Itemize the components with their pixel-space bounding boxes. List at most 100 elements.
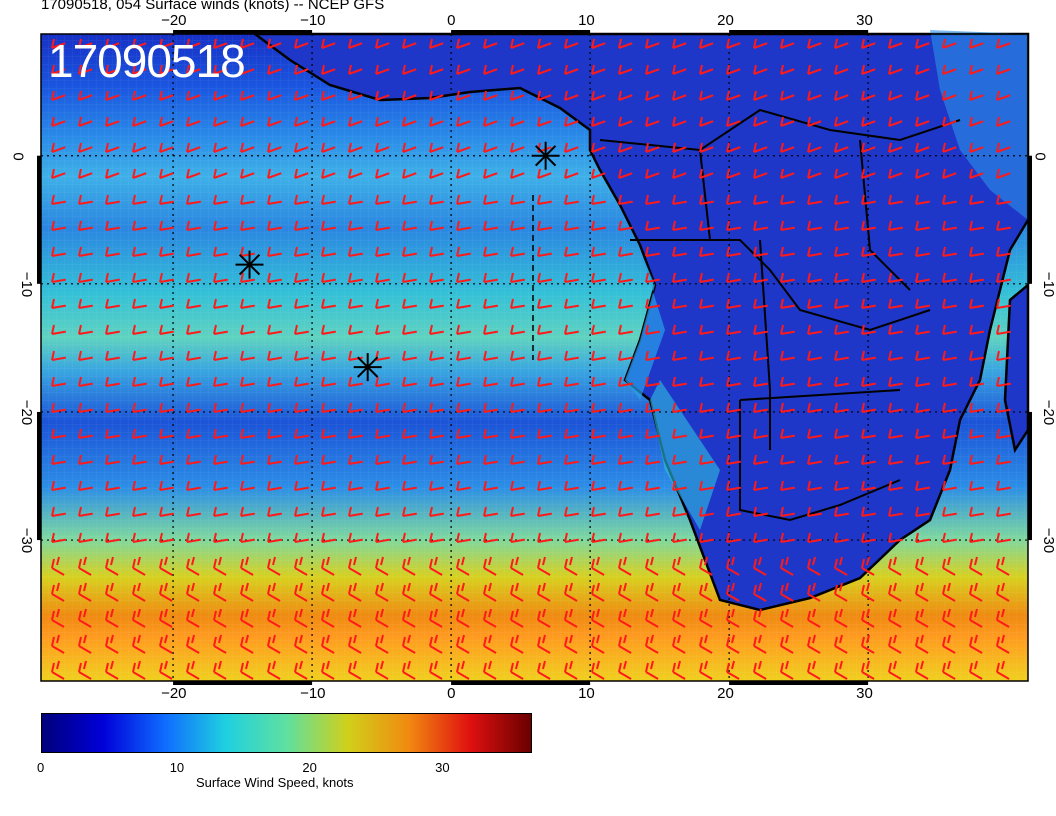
- wind-barb: [699, 608, 713, 628]
- wind-barb: [429, 38, 444, 49]
- wind-barb: [321, 324, 336, 335]
- wind-barb: [807, 608, 821, 628]
- wind-barb: [483, 324, 498, 335]
- wind-barb: [996, 634, 1010, 654]
- wind-barb: [888, 634, 902, 654]
- wind-barb: [267, 90, 282, 101]
- wind-barb: [78, 634, 92, 654]
- wind-barb: [807, 324, 822, 335]
- wind-barb: [456, 582, 470, 602]
- wind-barb: [294, 168, 309, 179]
- wind-barb: [726, 480, 741, 491]
- wind-barb: [159, 272, 174, 283]
- wind-barb: [213, 660, 227, 680]
- colorbar: [41, 713, 532, 753]
- wind-barb: [726, 350, 741, 361]
- wind-barb: [807, 402, 822, 413]
- wind-barb: [321, 90, 336, 101]
- wind-barb: [699, 272, 714, 283]
- wind-barb: [402, 64, 417, 75]
- wind-barb: [105, 608, 119, 628]
- wind-barb: [294, 298, 309, 309]
- wind-barb: [834, 556, 848, 576]
- wind-barb: [105, 480, 120, 491]
- wind-barb: [672, 376, 687, 387]
- wind-barb: [402, 402, 417, 413]
- wind-barb: [429, 454, 444, 465]
- wind-barb: [942, 660, 956, 680]
- lon-tick-label: 0: [447, 12, 456, 29]
- wind-barb: [699, 506, 714, 517]
- wind-barb: [591, 634, 605, 654]
- wind-barb: [969, 64, 984, 75]
- wind-barb: [537, 660, 551, 680]
- wind-barb: [537, 168, 552, 179]
- wind-barb: [267, 246, 282, 257]
- wind-barb: [888, 64, 903, 75]
- wind-barb: [240, 454, 255, 465]
- wind-barb: [834, 90, 849, 101]
- wind-barb: [483, 38, 498, 49]
- wind-barb: [915, 38, 930, 49]
- wind-barb: [240, 246, 255, 257]
- wind-barb: [969, 272, 984, 283]
- wind-barb: [132, 634, 146, 654]
- lat-tick-label: −30: [1040, 527, 1056, 554]
- wind-barb: [699, 480, 714, 491]
- wind-barb: [780, 532, 795, 543]
- wind-barb: [753, 582, 767, 602]
- wind-barb: [294, 532, 309, 543]
- wind-barb: [888, 402, 903, 413]
- wind-barb: [807, 168, 822, 179]
- wind-barb: [510, 220, 525, 231]
- wind-barb: [348, 634, 362, 654]
- wind-barb: [294, 376, 309, 387]
- wind-barb: [321, 428, 336, 439]
- wind-barb: [159, 298, 174, 309]
- wind-barb: [834, 660, 848, 680]
- wind-barb: [375, 220, 390, 231]
- wind-barb: [78, 556, 92, 576]
- wind-barb: [321, 168, 336, 179]
- wind-barb: [267, 454, 282, 465]
- wind-barb: [861, 480, 876, 491]
- wind-barb: [645, 660, 659, 680]
- wind-barb: [186, 532, 201, 543]
- wind-barb: [942, 428, 957, 439]
- wind-barb: [996, 660, 1010, 680]
- wind-barb: [564, 428, 579, 439]
- wind-barb: [537, 90, 552, 101]
- wind-barb: [159, 116, 174, 127]
- wind-barb: [834, 324, 849, 335]
- wind-barb: [375, 660, 389, 680]
- wind-barb: [888, 350, 903, 361]
- wind-barb: [537, 38, 552, 49]
- wind-barb: [861, 324, 876, 335]
- wind-barb: [267, 556, 281, 576]
- wind-barb: [321, 376, 336, 387]
- wind-barb: [51, 582, 65, 602]
- wind-barb: [321, 402, 336, 413]
- wind-barb: [78, 402, 93, 413]
- wind-barb: [240, 220, 255, 231]
- wind-barb: [699, 168, 714, 179]
- wind-barb: [780, 168, 795, 179]
- wind-barb: [78, 660, 92, 680]
- wind-barb: [321, 350, 336, 361]
- wind-barb: [996, 350, 1011, 361]
- wind-barb: [969, 428, 984, 439]
- wind-barb: [402, 142, 417, 153]
- wind-barb: [105, 142, 120, 153]
- wind-barb: [645, 428, 660, 439]
- wind-barb: [240, 194, 255, 205]
- wind-barb: [780, 38, 795, 49]
- wind-barb: [726, 608, 740, 628]
- wind-barb: [267, 480, 282, 491]
- wind-barb: [186, 142, 201, 153]
- wind-barb: [78, 38, 93, 49]
- wind-barb: [834, 608, 848, 628]
- wind-barb: [348, 142, 363, 153]
- wind-barb: [402, 634, 416, 654]
- wind-barb: [564, 350, 579, 361]
- wind-barb: [672, 246, 687, 257]
